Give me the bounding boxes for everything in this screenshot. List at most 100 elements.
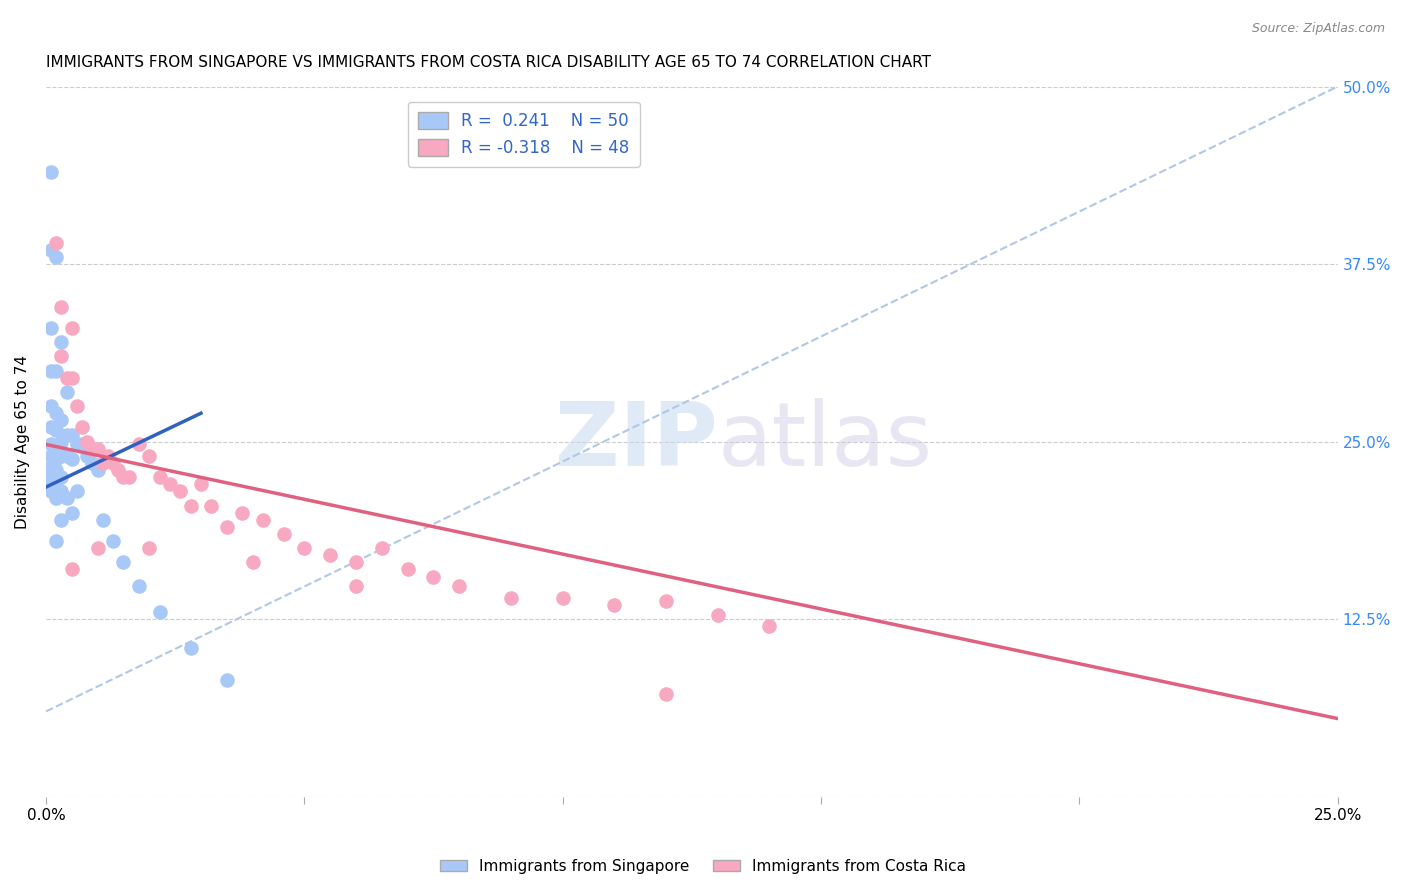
Point: [45, 423, 67, 437]
Point: [149, 605, 172, 619]
Point: [70, 420, 93, 434]
Point: [60, 562, 83, 576]
Point: [39, 321, 62, 335]
Text: ZIP: ZIP: [555, 398, 717, 485]
Point: [190, 477, 212, 491]
Point: [39, 399, 62, 413]
Point: [39, 243, 62, 257]
Point: [39, 420, 62, 434]
Point: [45, 484, 67, 499]
Point: [51, 449, 73, 463]
Point: [91, 513, 114, 527]
Point: [82, 456, 104, 470]
Point: [51, 470, 73, 484]
Point: [344, 555, 367, 569]
Point: [292, 541, 315, 556]
Point: [138, 449, 160, 463]
Point: [45, 406, 67, 420]
Point: [60, 506, 83, 520]
Point: [55, 491, 77, 506]
Point: [128, 579, 150, 593]
Point: [655, 593, 678, 607]
Point: [128, 437, 150, 451]
Point: [45, 475, 67, 489]
Point: [169, 484, 191, 499]
Point: [97, 449, 120, 463]
Point: [70, 437, 93, 451]
Point: [603, 598, 626, 612]
Point: [101, 534, 124, 549]
Point: [55, 370, 77, 384]
Point: [273, 527, 295, 541]
Point: [51, 484, 73, 499]
Text: Source: ZipAtlas.com: Source: ZipAtlas.com: [1251, 22, 1385, 36]
Point: [138, 541, 160, 556]
Point: [51, 413, 73, 427]
Point: [39, 437, 62, 451]
Point: [66, 399, 89, 413]
Point: [344, 579, 367, 593]
Point: [45, 442, 67, 456]
Point: [86, 463, 108, 477]
Point: [215, 520, 238, 534]
Point: [39, 477, 62, 491]
Point: [60, 370, 83, 384]
Point: [55, 449, 77, 463]
Point: [51, 350, 73, 364]
Point: [499, 591, 522, 605]
Point: [39, 449, 62, 463]
Point: [55, 384, 77, 399]
Text: atlas: atlas: [717, 398, 932, 485]
Point: [180, 499, 202, 513]
Point: [45, 534, 67, 549]
Legend: R =  0.241    N = 50, R = -0.318    N = 48: R = 0.241 N = 50, R = -0.318 N = 48: [408, 102, 640, 167]
Point: [101, 456, 124, 470]
Point: [200, 499, 222, 513]
Point: [422, 569, 444, 583]
Point: [231, 506, 253, 520]
Point: [396, 562, 419, 576]
Point: [66, 484, 89, 499]
Point: [112, 555, 135, 569]
Point: [45, 451, 67, 466]
Point: [45, 463, 67, 477]
Point: [215, 673, 238, 688]
Point: [45, 491, 67, 506]
Point: [242, 555, 264, 569]
Point: [45, 363, 67, 377]
Point: [82, 442, 104, 456]
Point: [655, 687, 678, 701]
Point: [51, 513, 73, 527]
Point: [86, 541, 108, 556]
Point: [252, 513, 274, 527]
Point: [706, 607, 728, 622]
Point: [91, 456, 114, 470]
Point: [39, 165, 62, 179]
Point: [371, 541, 394, 556]
Point: [149, 470, 172, 484]
Point: [60, 427, 83, 442]
Point: [76, 449, 98, 463]
Point: [45, 235, 67, 250]
Point: [66, 437, 89, 451]
Point: [551, 591, 574, 605]
Point: [86, 442, 108, 456]
Point: [319, 548, 342, 562]
Point: [39, 460, 62, 475]
Point: [180, 640, 202, 655]
Point: [39, 484, 62, 499]
Text: IMMIGRANTS FROM SINGAPORE VS IMMIGRANTS FROM COSTA RICA DISABILITY AGE 65 TO 74 : IMMIGRANTS FROM SINGAPORE VS IMMIGRANTS …: [46, 55, 931, 70]
Point: [112, 470, 135, 484]
Y-axis label: Disability Age 65 to 74: Disability Age 65 to 74: [15, 355, 30, 529]
Point: [39, 470, 62, 484]
Point: [39, 363, 62, 377]
Point: [45, 250, 67, 264]
Point: [51, 300, 73, 314]
Point: [159, 477, 181, 491]
Point: [107, 463, 129, 477]
Point: [449, 579, 471, 593]
Point: [758, 619, 780, 633]
Point: [76, 434, 98, 449]
Legend: Immigrants from Singapore, Immigrants from Costa Rica: Immigrants from Singapore, Immigrants fr…: [433, 853, 973, 880]
Point: [51, 335, 73, 350]
